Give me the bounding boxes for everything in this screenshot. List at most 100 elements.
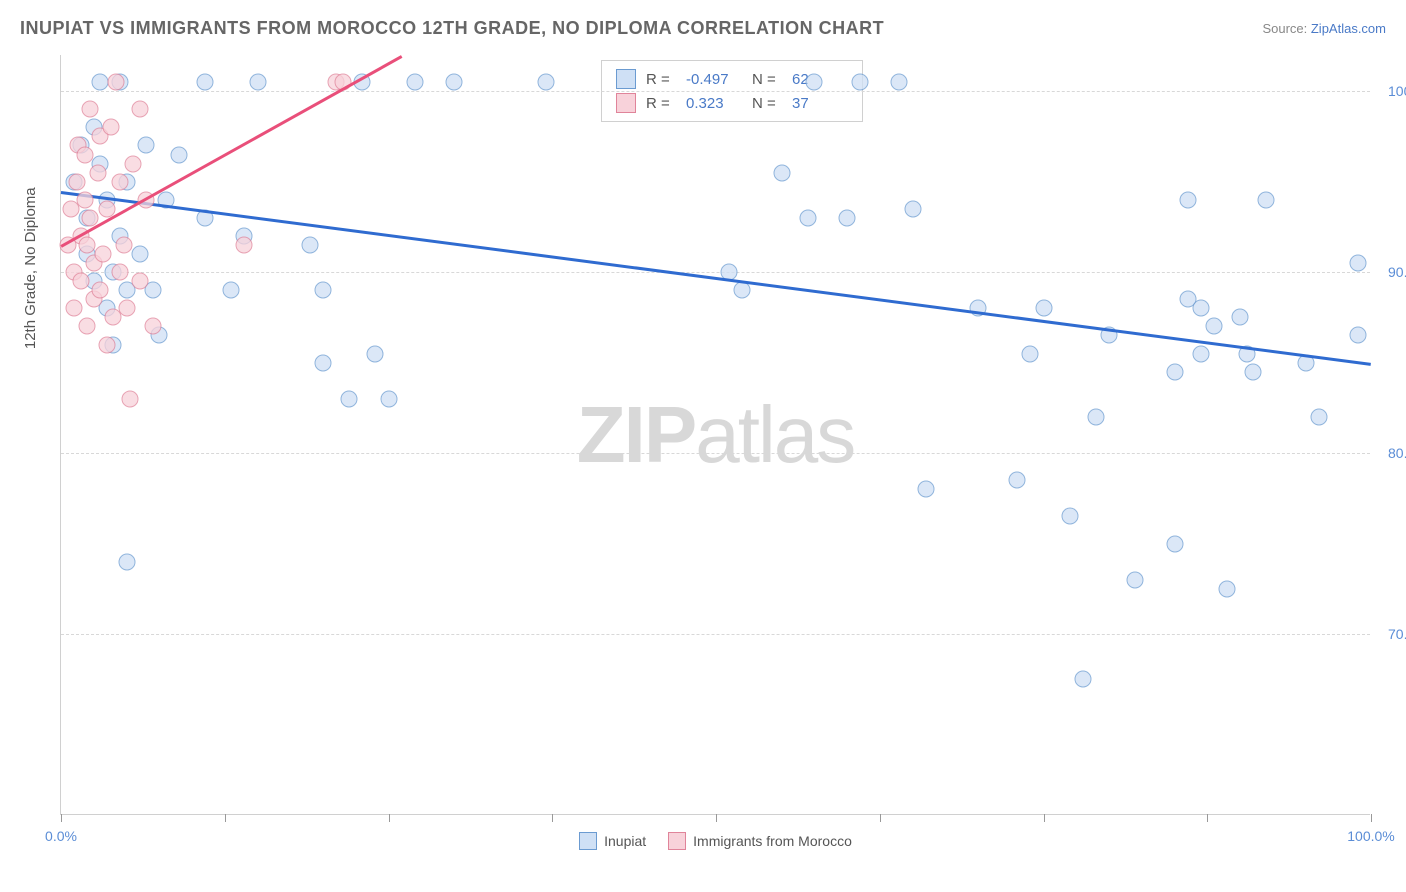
data-point bbox=[81, 101, 98, 118]
data-point bbox=[904, 200, 921, 217]
data-point bbox=[223, 282, 240, 299]
data-point bbox=[380, 390, 397, 407]
data-point bbox=[89, 164, 106, 181]
series-legend: Inupiat Immigrants from Morocco bbox=[61, 832, 1370, 850]
xtick bbox=[1207, 814, 1208, 822]
data-point bbox=[108, 74, 125, 91]
data-point bbox=[122, 390, 139, 407]
data-point bbox=[94, 246, 111, 263]
data-point bbox=[1192, 300, 1209, 317]
data-point bbox=[76, 146, 93, 163]
source-link[interactable]: ZipAtlas.com bbox=[1311, 21, 1386, 36]
data-point bbox=[1166, 363, 1183, 380]
data-point bbox=[315, 354, 332, 371]
gridline bbox=[61, 91, 1370, 92]
data-point bbox=[118, 553, 135, 570]
data-point bbox=[92, 282, 109, 299]
data-point bbox=[118, 300, 135, 317]
data-point bbox=[111, 264, 128, 281]
legend-swatch-a bbox=[616, 69, 636, 89]
data-point bbox=[236, 237, 253, 254]
source-label: Source: bbox=[1262, 21, 1310, 36]
data-point bbox=[301, 237, 318, 254]
data-point bbox=[125, 155, 142, 172]
data-point bbox=[799, 209, 816, 226]
data-point bbox=[1166, 535, 1183, 552]
xtick bbox=[1044, 814, 1045, 822]
data-point bbox=[131, 273, 148, 290]
xtick-label: 100.0% bbox=[1347, 828, 1394, 844]
data-point bbox=[79, 318, 96, 335]
data-point bbox=[1035, 300, 1052, 317]
ytick-label: 90.0% bbox=[1376, 264, 1406, 280]
data-point bbox=[852, 74, 869, 91]
data-point bbox=[839, 209, 856, 226]
data-point bbox=[1022, 345, 1039, 362]
data-point bbox=[406, 74, 423, 91]
gridline bbox=[61, 453, 1370, 454]
ytick-label: 100.0% bbox=[1376, 83, 1406, 99]
gridline bbox=[61, 634, 1370, 635]
data-point bbox=[131, 246, 148, 263]
legend-n-value-b: 37 bbox=[792, 95, 848, 112]
legend-swatch-a bbox=[579, 832, 597, 850]
data-point bbox=[76, 191, 93, 208]
watermark: ZIPatlas bbox=[577, 389, 854, 481]
data-point bbox=[1061, 508, 1078, 525]
data-point bbox=[1009, 472, 1026, 489]
data-point bbox=[806, 74, 823, 91]
gridline bbox=[61, 272, 1370, 273]
data-point bbox=[367, 345, 384, 362]
legend-r-label: R = bbox=[646, 95, 676, 112]
data-point bbox=[115, 237, 132, 254]
data-point bbox=[138, 137, 155, 154]
data-point bbox=[98, 336, 115, 353]
data-point bbox=[1310, 408, 1327, 425]
xtick bbox=[389, 814, 390, 822]
data-point bbox=[1218, 580, 1235, 597]
data-point bbox=[1349, 255, 1366, 272]
data-point bbox=[773, 164, 790, 181]
data-point bbox=[249, 74, 266, 91]
data-point bbox=[1179, 191, 1196, 208]
data-point bbox=[891, 74, 908, 91]
data-point bbox=[917, 481, 934, 498]
xtick bbox=[716, 814, 717, 822]
ytick-label: 80.0% bbox=[1376, 445, 1406, 461]
trend-line bbox=[61, 191, 1371, 365]
legend-r-value-b: 0.323 bbox=[686, 95, 742, 112]
legend-swatch-b bbox=[616, 93, 636, 113]
legend-item-a: Inupiat bbox=[579, 832, 646, 850]
legend-item-b: Immigrants from Morocco bbox=[668, 832, 852, 850]
data-point bbox=[1127, 571, 1144, 588]
data-point bbox=[81, 209, 98, 226]
legend-r-label: R = bbox=[646, 71, 676, 88]
data-point bbox=[1192, 345, 1209, 362]
xtick bbox=[1371, 814, 1372, 822]
data-point bbox=[92, 74, 109, 91]
y-axis-label: 12th Grade, No Diploma bbox=[22, 187, 39, 349]
legend-row-b: R = 0.323 N = 37 bbox=[616, 91, 848, 115]
data-point bbox=[131, 101, 148, 118]
data-point bbox=[144, 318, 161, 335]
legend-r-value-a: -0.497 bbox=[686, 71, 742, 88]
watermark-bold: ZIP bbox=[577, 390, 695, 479]
data-point bbox=[102, 119, 119, 136]
watermark-light: atlas bbox=[695, 390, 854, 479]
data-point bbox=[1074, 671, 1091, 688]
data-point bbox=[315, 282, 332, 299]
data-point bbox=[734, 282, 751, 299]
legend-n-label: N = bbox=[752, 71, 782, 88]
xtick-label: 0.0% bbox=[45, 828, 77, 844]
xtick bbox=[880, 814, 881, 822]
data-point bbox=[68, 173, 85, 190]
legend-n-label: N = bbox=[752, 95, 782, 112]
data-point bbox=[197, 74, 214, 91]
legend-label-a: Inupiat bbox=[604, 833, 646, 849]
data-point bbox=[1245, 363, 1262, 380]
legend-swatch-b bbox=[668, 832, 686, 850]
xtick bbox=[61, 814, 62, 822]
scatter-chart: ZIPatlas R = -0.497 N = 62 R = 0.323 N =… bbox=[60, 55, 1370, 815]
xtick bbox=[552, 814, 553, 822]
data-point bbox=[341, 390, 358, 407]
